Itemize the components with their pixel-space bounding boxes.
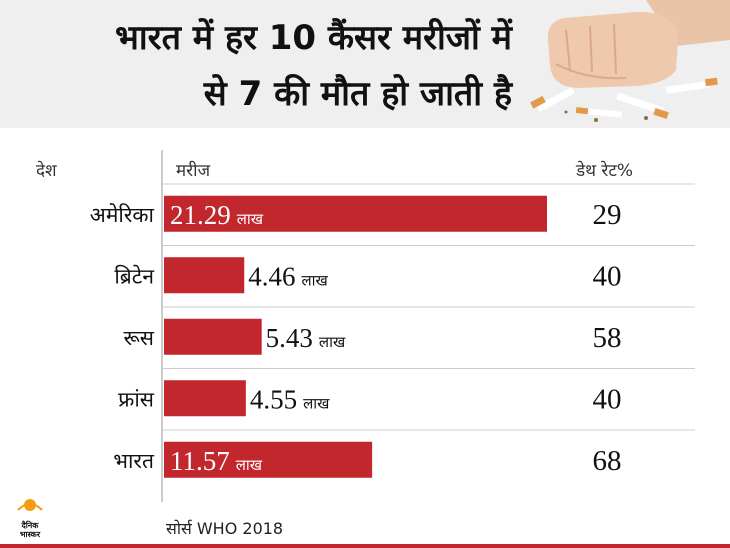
logo-line-1: दैनिक bbox=[21, 521, 39, 530]
country-label: रूस bbox=[123, 326, 154, 350]
value-label: 11.57 लाख bbox=[170, 446, 263, 476]
dainik-bhaskar-logo-icon bbox=[17, 499, 43, 511]
value-label: 4.55 लाख bbox=[250, 384, 330, 414]
bar bbox=[164, 318, 262, 355]
country-label: अमेरिका bbox=[90, 203, 155, 227]
country-label: फ्रांस bbox=[118, 387, 155, 411]
title-line-2: से 7 की मौत हो जाती है bbox=[203, 74, 512, 114]
value-label: 4.46 लाख bbox=[248, 261, 328, 291]
bottom-rule bbox=[0, 544, 730, 548]
header-banner: भारत में हर 10 कैंसर मरीजों में से 7 की … bbox=[0, 0, 730, 128]
value-label: 5.43 लाख bbox=[266, 323, 346, 353]
source-note: सोर्स WHO 2018 bbox=[166, 519, 284, 538]
bar bbox=[164, 257, 245, 294]
country-label: भारत bbox=[113, 449, 155, 473]
bar bbox=[164, 441, 373, 478]
bar bbox=[164, 380, 246, 417]
death-rate-value: 58 bbox=[593, 322, 622, 354]
column-header-country: देश bbox=[36, 161, 57, 181]
column-header-patients: मरीज bbox=[176, 161, 211, 181]
logo-line-2: भास्कर bbox=[19, 530, 41, 539]
country-label: ब्रिटेन bbox=[114, 264, 154, 288]
death-rate-value: 29 bbox=[593, 199, 622, 231]
death-rate-value: 40 bbox=[593, 383, 622, 415]
title-line-1: भारत में हर 10 कैंसर मरीजों में bbox=[114, 18, 512, 58]
value-label: 21.29 लाख bbox=[170, 200, 264, 230]
column-header-death-rate: डेथ रेट% bbox=[576, 161, 634, 181]
death-rate-value: 68 bbox=[593, 445, 622, 477]
fist-crushing-cigarettes-icon bbox=[530, 0, 730, 122]
death-rate-value: 40 bbox=[593, 260, 622, 292]
logo-text: दैनिक भास्कर bbox=[11, 521, 49, 539]
bar bbox=[164, 195, 547, 232]
